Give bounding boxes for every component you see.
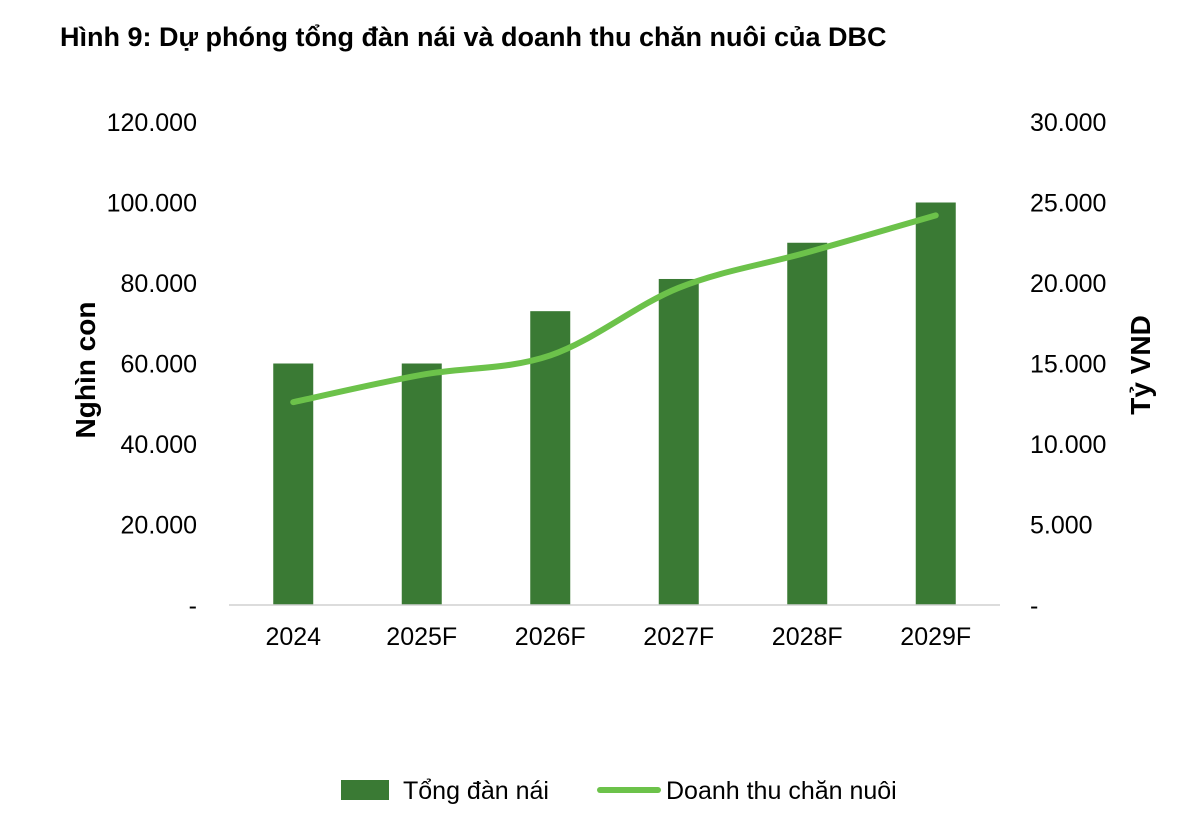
- right-tick-label: 5.000: [1030, 512, 1093, 540]
- bar: [787, 242, 828, 605]
- right-axis-title: Tỷ VND: [1125, 315, 1156, 415]
- x-axis-ticks: 2024 2025F 2026F 2027F 2028F 2029F: [265, 623, 971, 651]
- legend-label-bar: Tổng đàn nái: [403, 777, 549, 805]
- legend-swatch-bar: [341, 780, 389, 800]
- legend-label-line: Doanh thu chăn nuôi: [666, 777, 897, 805]
- x-tick-label: 2028F: [772, 623, 843, 651]
- right-tick-label: 30.000: [1030, 109, 1106, 137]
- x-tick-label: 2029F: [900, 623, 971, 651]
- left-axis-ticks: - 20.000 40.000 60.000 80.000 100.000 120.000: [107, 109, 197, 620]
- chart-title: Hình 9: Dự phóng tổng đàn nái và doanh t…: [60, 22, 887, 52]
- bar-series: [273, 202, 956, 605]
- right-tick-label: 25.000: [1030, 190, 1106, 218]
- left-tick-label: 80.000: [121, 270, 197, 298]
- left-axis-title: Nghìn con: [70, 302, 101, 439]
- line-series: [290, 212, 939, 406]
- right-tick-label: 15.000: [1030, 351, 1106, 379]
- x-tick-label: 2027F: [643, 623, 714, 651]
- left-tick-label: 120.000: [107, 109, 197, 137]
- line-path: [290, 212, 939, 406]
- left-tick-label: 40.000: [121, 431, 197, 459]
- x-tick-label: 2025F: [386, 623, 457, 651]
- left-tick-label: -: [189, 592, 197, 620]
- x-tick-label: 2024: [265, 623, 321, 651]
- bar: [401, 363, 442, 605]
- left-tick-label: 100.000: [107, 190, 197, 218]
- legend: Tổng đàn nái Doanh thu chăn nuôi: [341, 777, 897, 805]
- right-tick-label: 20.000: [1030, 270, 1106, 298]
- right-axis-ticks: - 5.000 10.000 15.000 20.000 25.000 30.000: [1030, 109, 1106, 620]
- left-tick-label: 60.000: [121, 351, 197, 379]
- right-tick-label: -: [1030, 592, 1038, 620]
- right-tick-label: 10.000: [1030, 431, 1106, 459]
- x-tick-label: 2026F: [515, 623, 586, 651]
- bar: [915, 202, 956, 605]
- bar: [658, 278, 699, 605]
- left-tick-label: 20.000: [121, 512, 197, 540]
